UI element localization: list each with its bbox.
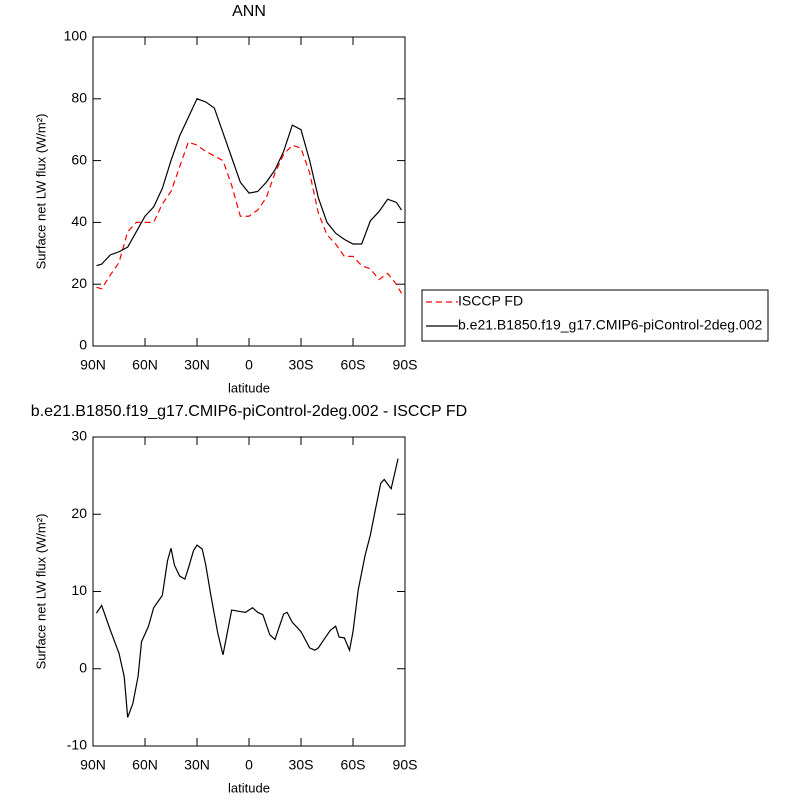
x-tick-label: 30N [184, 357, 210, 373]
chart-title: b.e21.B1850.f19_g17.CMIP6-piControl-2deg… [31, 403, 467, 420]
x-tick-label: 90S [393, 757, 418, 773]
x-tick-label: 60N [132, 357, 158, 373]
x-axis-label: latitude [228, 780, 270, 795]
data-line [95, 458, 399, 718]
x-axis-label: latitude [228, 380, 270, 395]
x-tick-label: 60S [341, 757, 366, 773]
x-tick-label: 60N [132, 757, 158, 773]
data-line [96, 141, 403, 294]
y-tick-label: 20 [71, 275, 87, 291]
data-line [96, 98, 403, 267]
chart-title: ANN [232, 3, 266, 20]
y-tick-label: 60 [71, 151, 87, 167]
x-tick-label: 30S [289, 357, 314, 373]
y-tick-label: 0 [79, 337, 87, 353]
legend-box [421, 289, 769, 342]
y-tick-label: 30 [71, 428, 87, 444]
x-tick-label: 0 [245, 757, 253, 773]
y-tick-label: 10 [71, 582, 87, 598]
y-tick-label: -10 [67, 737, 87, 753]
y-tick-label: 40 [71, 213, 87, 229]
x-tick-label: 30S [289, 757, 314, 773]
y-tick-label: 20 [71, 505, 87, 521]
y-tick-label: 100 [64, 28, 88, 44]
y-axis-label: Surface net LW flux (W/m²) [33, 514, 48, 670]
plot-frame [92, 36, 406, 347]
x-tick-label: 60S [341, 357, 366, 373]
x-tick-label: 0 [245, 357, 253, 373]
legend-label: ISCCP FD [458, 293, 523, 309]
x-tick-label: 90N [80, 357, 106, 373]
y-tick-label: 80 [71, 90, 87, 106]
y-tick-label: 0 [79, 659, 87, 675]
x-tick-label: 90S [393, 357, 418, 373]
y-axis-label: Surface net LW flux (W/m²) [33, 114, 48, 270]
x-tick-label: 90N [80, 757, 106, 773]
x-tick-label: 30N [184, 757, 210, 773]
legend-label: b.e21.B1850.f19_g17.CMIP6-piControl-2deg… [458, 317, 763, 333]
